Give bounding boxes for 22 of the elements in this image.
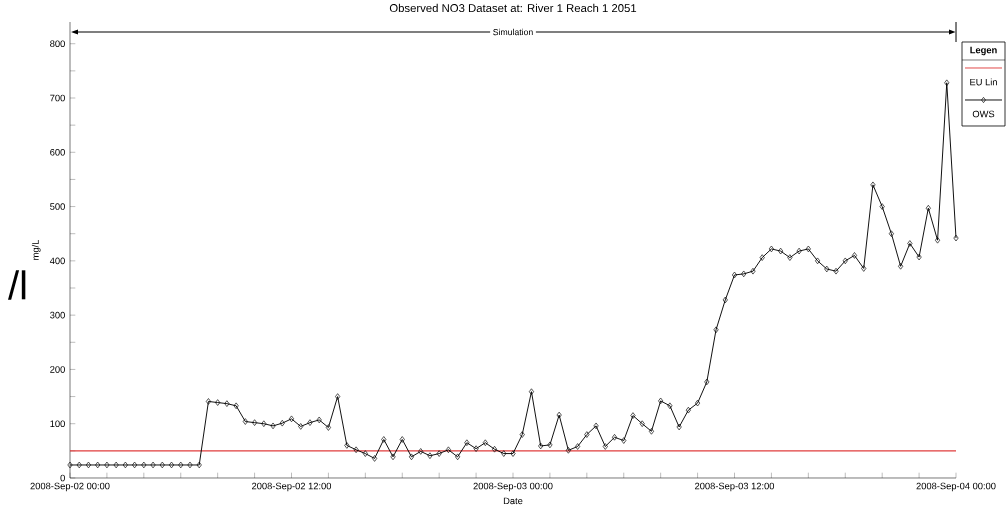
x-tick-label: 2008-Sep-04 00:00 — [916, 482, 996, 492]
y-tick-label: 0 — [60, 474, 65, 482]
x-tick-label: 2008-Sep-03 00:00 — [473, 482, 553, 492]
y-axis-title: mg/L — [31, 239, 41, 260]
x-tick-label: 2008-Sep-02 00:00 — [30, 482, 110, 492]
legend-label: OWS — [972, 110, 995, 118]
y-tick-label: 500 — [50, 203, 65, 210]
y-tick-label: 700 — [50, 94, 65, 102]
y-tick-label: 200 — [50, 366, 65, 373]
y-tick-label: 300 — [50, 311, 65, 319]
annotation: Simulation — [493, 28, 533, 36]
chart-title: Observed NO3 Dataset at: River 1 Reach 1 2051 — [389, 3, 637, 13]
y-tick-label: 600 — [50, 149, 65, 156]
y-tick-label: 800 — [50, 40, 65, 48]
x-axis-title: Date — [503, 497, 523, 505]
y-tick-label: 100 — [50, 420, 65, 428]
text: /l — [8, 270, 26, 300]
x-tick-label: 2008-Sep-03 12:00 — [695, 482, 775, 492]
legend-title: Legen — [970, 46, 997, 56]
y-tick-label: 400 — [49, 257, 65, 265]
x-tick-label: 2008-Sep-02 12:00 — [252, 482, 332, 492]
legend-label: EU Lin — [970, 78, 997, 86]
